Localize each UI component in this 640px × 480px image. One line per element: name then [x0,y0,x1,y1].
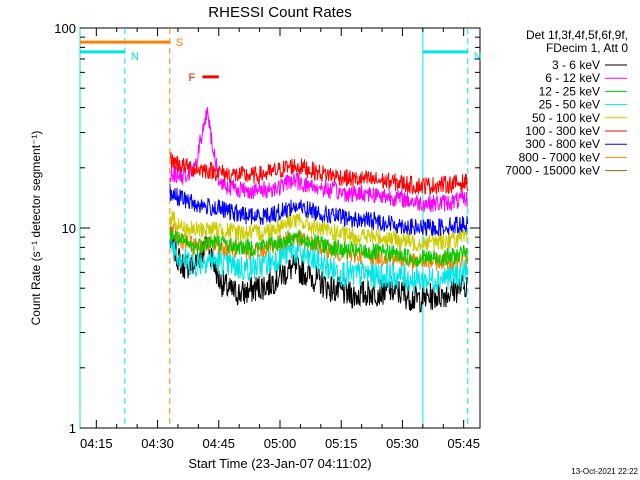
axes: 04:15 04:30 04:45 05:00 05:15 05:30 05:45 1 10 10… [54,21,480,451]
chart-title: RHESSI Count Rates [208,4,351,21]
y-tick-label: 100 [54,21,76,36]
legend: Det 1f,3f,4f,5f,6f,9f, FDecim 1, Att 0 3… [505,28,628,178]
x-tick-label: 04:45 [203,436,236,451]
series-line [169,107,468,213]
y-tick-label: 10 [62,221,76,236]
x-tick-label: 05:30 [386,436,419,451]
legend-label: 3 - 6 keV [552,58,600,72]
legend-header-line-2: FDecim 1, Att 0 [546,41,628,55]
state-flags: S N N F [80,37,482,84]
series-line [169,184,468,237]
y-axis-label: Count Rate (s⁻¹ detector segment⁻¹) [29,131,43,326]
x-tick-label: 05:15 [325,436,358,451]
series-line [169,230,468,294]
legend-header-line-1: Det 1f,3f,4f,5f,6f,9f, [526,28,628,42]
x-tick-label: 05:45 [447,436,480,451]
legend-label: 6 - 12 keV [545,71,600,85]
x-tick-label: 04:15 [80,436,113,451]
x-axis-label: Start Time (23-Jan-07 04:11:02) [188,456,371,471]
series-line [169,152,468,196]
x-tick-label: 05:00 [264,436,297,451]
series-line [169,230,468,314]
legend-label: 800 - 7000 keV [519,150,600,164]
flag-label: F [188,72,195,84]
legend-label: 7000 - 15000 keV [505,164,600,178]
flag-label: N [474,51,482,63]
x-tick-label: 04:30 [141,436,174,451]
flag-label: N [131,51,139,63]
legend-label: 50 - 100 keV [532,111,600,125]
flag-label: S [176,37,183,49]
series-line [169,227,468,268]
legend-label: 100 - 300 keV [525,124,600,138]
data-series [169,107,468,314]
y-tick-label: 1 [69,421,76,436]
footer-date: 13-Oct-2021 22:22 [571,467,638,476]
legend-label: 12 - 25 keV [539,84,600,98]
series-line [169,210,468,252]
legend-label: 25 - 50 keV [539,98,600,112]
legend-label: 300 - 800 keV [525,137,600,151]
